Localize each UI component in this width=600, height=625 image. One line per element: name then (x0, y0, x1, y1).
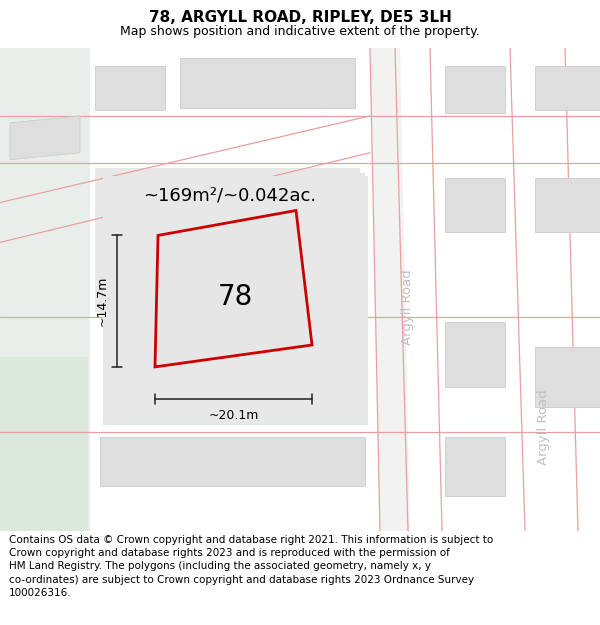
Polygon shape (535, 347, 600, 407)
Polygon shape (0, 357, 88, 531)
Text: Contains OS data © Crown copyright and database right 2021. This information is : Contains OS data © Crown copyright and d… (9, 535, 493, 598)
Text: Argyll Road: Argyll Road (536, 389, 550, 464)
Polygon shape (445, 177, 505, 232)
Text: 78: 78 (217, 283, 253, 311)
Polygon shape (103, 176, 368, 424)
Polygon shape (535, 66, 600, 110)
Polygon shape (10, 116, 80, 160)
Text: ~14.7m: ~14.7m (96, 276, 109, 326)
Polygon shape (0, 48, 90, 531)
Text: Map shows position and indicative extent of the property.: Map shows position and indicative extent… (120, 24, 480, 38)
Polygon shape (445, 322, 505, 387)
Text: ~20.1m: ~20.1m (208, 409, 259, 422)
Polygon shape (95, 168, 360, 312)
Polygon shape (535, 177, 600, 232)
Polygon shape (180, 58, 355, 108)
Polygon shape (370, 48, 410, 531)
Polygon shape (155, 211, 312, 367)
Polygon shape (0, 48, 88, 531)
Text: Argyll Road: Argyll Road (401, 269, 413, 345)
Polygon shape (100, 437, 365, 486)
Polygon shape (445, 66, 505, 113)
Text: 78, ARGYLL ROAD, RIPLEY, DE5 3LH: 78, ARGYLL ROAD, RIPLEY, DE5 3LH (149, 9, 451, 24)
Polygon shape (100, 173, 365, 315)
Text: ~169m²/~0.042ac.: ~169m²/~0.042ac. (143, 186, 317, 204)
Polygon shape (95, 66, 165, 110)
Polygon shape (445, 437, 505, 496)
